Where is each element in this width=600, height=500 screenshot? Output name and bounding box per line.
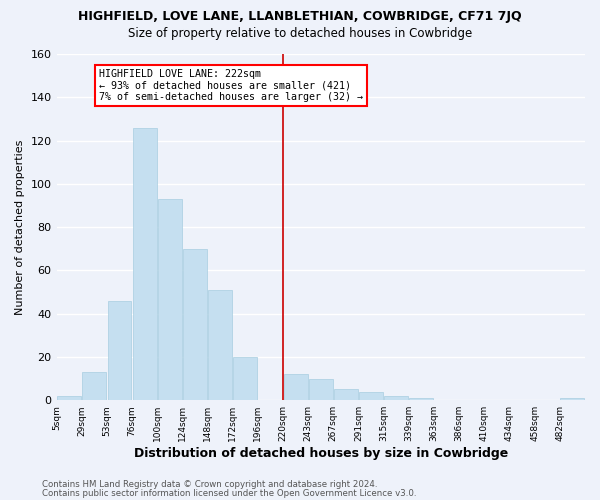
Bar (233, 357, 257, 400)
Y-axis label: Number of detached properties: Number of detached properties (15, 140, 25, 315)
Text: HIGHFIELD LOVE LANE: 222sqm
← 93% of detached houses are smaller (421)
7% of sem: HIGHFIELD LOVE LANE: 222sqm ← 93% of det… (100, 69, 364, 102)
Bar (183, 248, 207, 400)
Text: Contains HM Land Registry data © Crown copyright and database right 2024.: Contains HM Land Registry data © Crown c… (42, 480, 377, 489)
Text: HIGHFIELD, LOVE LANE, LLANBLETHIAN, COWBRIDGE, CF71 7JQ: HIGHFIELD, LOVE LANE, LLANBLETHIAN, COWB… (78, 10, 522, 23)
Bar (82, 372, 106, 400)
Bar (133, 128, 157, 400)
Text: Contains public sector information licensed under the Open Government Licence v3: Contains public sector information licen… (42, 488, 416, 498)
Bar (208, 290, 232, 400)
Bar (385, 396, 408, 400)
X-axis label: Distribution of detached houses by size in Cowbridge: Distribution of detached houses by size … (134, 447, 508, 460)
Bar (284, 374, 308, 400)
Bar (359, 392, 383, 400)
Bar (107, 300, 131, 400)
Bar (334, 390, 358, 400)
Bar (309, 378, 333, 400)
Text: Size of property relative to detached houses in Cowbridge: Size of property relative to detached ho… (128, 28, 472, 40)
Bar (560, 398, 584, 400)
Bar (409, 398, 433, 400)
Bar (57, 396, 81, 400)
Bar (158, 199, 182, 400)
